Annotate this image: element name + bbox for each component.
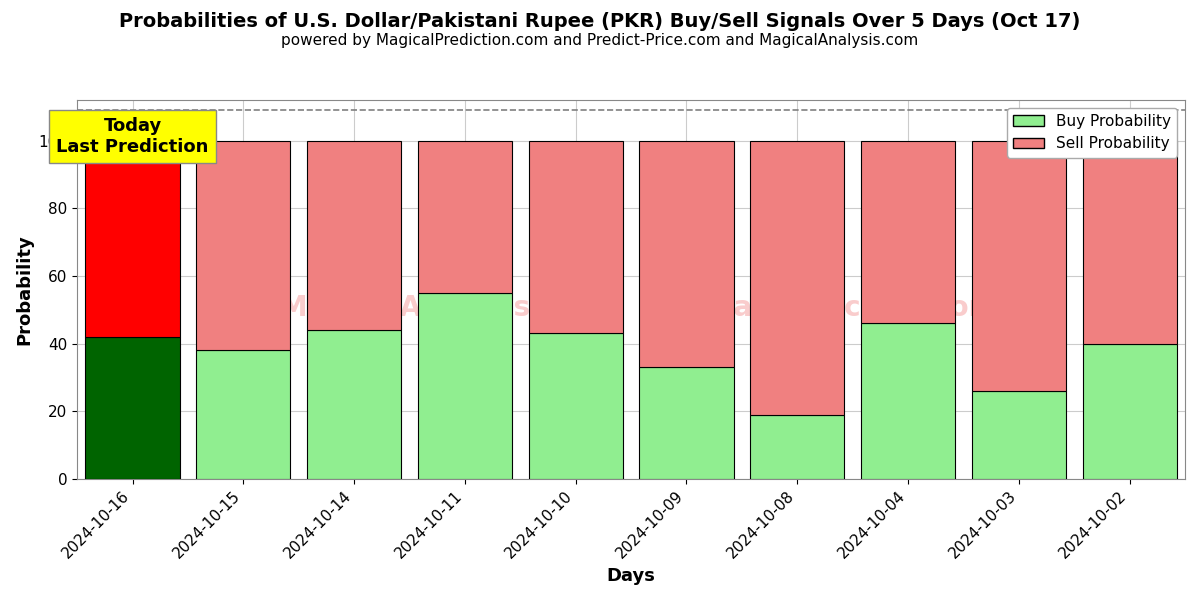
Bar bbox=[1082, 140, 1177, 344]
Bar bbox=[640, 140, 733, 367]
Bar bbox=[750, 140, 845, 415]
Bar bbox=[529, 140, 623, 334]
Bar bbox=[860, 140, 955, 323]
Text: MagicalAnalysis.com: MagicalAnalysis.com bbox=[280, 295, 606, 322]
Bar bbox=[972, 140, 1066, 391]
Bar bbox=[529, 334, 623, 479]
Bar bbox=[307, 140, 401, 330]
X-axis label: Days: Days bbox=[607, 567, 655, 585]
Text: Probabilities of U.S. Dollar/Pakistani Rupee (PKR) Buy/Sell Signals Over 5 Days : Probabilities of U.S. Dollar/Pakistani R… bbox=[119, 12, 1081, 31]
Bar bbox=[1082, 344, 1177, 479]
Bar bbox=[418, 293, 512, 479]
Bar bbox=[197, 140, 290, 350]
Bar bbox=[85, 140, 180, 337]
Bar bbox=[972, 391, 1066, 479]
Bar bbox=[85, 337, 180, 479]
Bar bbox=[750, 415, 845, 479]
Text: MagicalPrediction.com: MagicalPrediction.com bbox=[641, 295, 997, 322]
Text: Today
Last Prediction: Today Last Prediction bbox=[56, 117, 209, 156]
Bar bbox=[307, 330, 401, 479]
Bar bbox=[860, 323, 955, 479]
Bar bbox=[197, 350, 290, 479]
Legend: Buy Probability, Sell Probability: Buy Probability, Sell Probability bbox=[1007, 107, 1177, 158]
Y-axis label: Probability: Probability bbox=[14, 234, 32, 345]
Bar bbox=[418, 140, 512, 293]
Bar bbox=[640, 367, 733, 479]
Text: powered by MagicalPrediction.com and Predict-Price.com and MagicalAnalysis.com: powered by MagicalPrediction.com and Pre… bbox=[281, 33, 919, 48]
